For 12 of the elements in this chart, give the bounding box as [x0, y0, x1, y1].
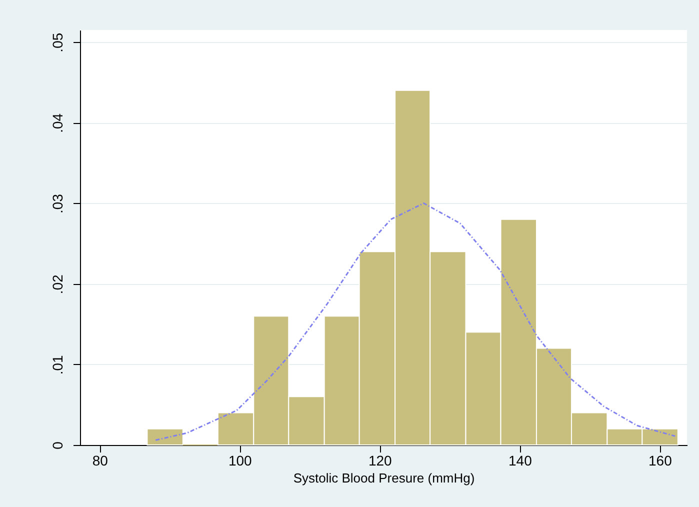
x-tick-label: 80 — [92, 452, 108, 468]
x-tick-label: 100 — [228, 452, 252, 468]
x-tick-label: 140 — [508, 452, 532, 468]
x-tick-label: 160 — [648, 452, 672, 468]
y-tick-label: .02 — [50, 274, 66, 294]
x-axis-title: Systolic Blood Presure (mmHg) — [293, 470, 475, 486]
y-tick-label: .04 — [50, 113, 66, 133]
y-tick-label: .01 — [50, 354, 66, 375]
y-tick-label: .05 — [50, 32, 66, 52]
y-tick-label: .03 — [50, 194, 66, 214]
x-tick-label: 120 — [368, 452, 392, 468]
y-tick-label: 0 — [50, 441, 66, 450]
